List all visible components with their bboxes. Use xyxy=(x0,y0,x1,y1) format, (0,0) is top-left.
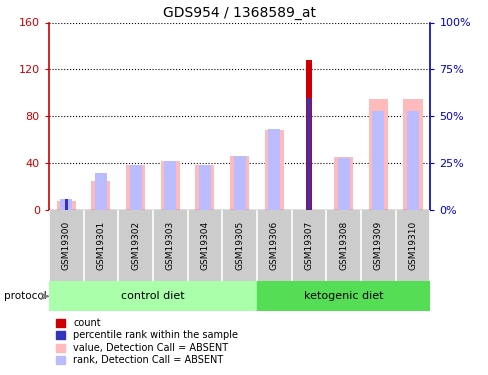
Bar xyxy=(337,158,349,210)
Text: GSM19303: GSM19303 xyxy=(165,220,174,270)
Text: GSM19305: GSM19305 xyxy=(235,220,244,270)
Bar xyxy=(95,172,107,210)
Bar xyxy=(199,165,211,210)
Bar xyxy=(406,111,418,210)
Bar xyxy=(195,165,214,210)
Bar xyxy=(60,199,72,210)
Bar xyxy=(129,165,142,210)
Text: control diet: control diet xyxy=(121,291,184,301)
Text: GSM19302: GSM19302 xyxy=(131,220,140,270)
Title: GDS954 / 1368589_at: GDS954 / 1368589_at xyxy=(163,6,315,20)
Bar xyxy=(164,161,176,210)
Text: GSM19309: GSM19309 xyxy=(373,220,382,270)
Text: GSM19306: GSM19306 xyxy=(269,220,278,270)
Bar xyxy=(49,281,256,311)
Text: GSM19308: GSM19308 xyxy=(339,220,347,270)
Bar xyxy=(256,281,429,311)
Bar xyxy=(333,157,352,210)
Bar xyxy=(305,60,311,210)
Bar xyxy=(91,181,110,210)
Bar xyxy=(233,156,245,210)
Text: GSM19310: GSM19310 xyxy=(407,220,417,270)
Bar xyxy=(57,201,76,210)
Text: GSM19301: GSM19301 xyxy=(96,220,105,270)
Bar xyxy=(230,156,249,210)
Bar xyxy=(264,130,283,210)
Bar xyxy=(403,99,422,210)
Bar xyxy=(161,161,180,210)
Bar xyxy=(98,204,104,210)
Text: GSM19304: GSM19304 xyxy=(200,220,209,270)
Text: GSM19307: GSM19307 xyxy=(304,220,313,270)
Legend: count, percentile rank within the sample, value, Detection Call = ABSENT, rank, : count, percentile rank within the sample… xyxy=(54,316,240,367)
Text: GSM19300: GSM19300 xyxy=(61,220,71,270)
Bar xyxy=(126,165,145,210)
Bar xyxy=(63,204,69,210)
Bar xyxy=(306,98,310,210)
Bar xyxy=(268,129,280,210)
Bar xyxy=(371,111,384,210)
Bar xyxy=(368,99,387,210)
Text: protocol: protocol xyxy=(4,291,47,301)
Text: ketogenic diet: ketogenic diet xyxy=(303,291,383,301)
Bar xyxy=(64,199,68,210)
